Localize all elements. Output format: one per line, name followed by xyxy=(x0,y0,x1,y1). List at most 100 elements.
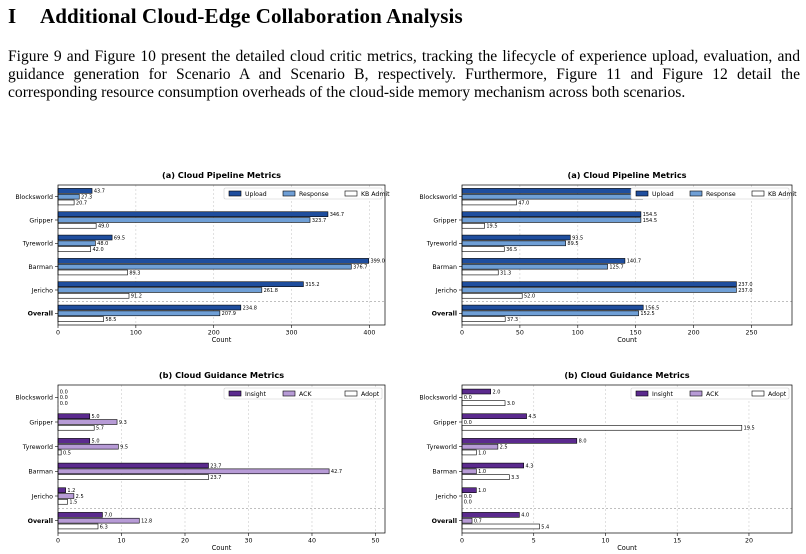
bar-adopt-blocksworld xyxy=(461,400,506,406)
data-label-adopt-blocksworld: 3.0 xyxy=(507,401,515,407)
plot-frame xyxy=(57,184,386,326)
data-label-insight-tyreworld: 5.0 xyxy=(92,439,100,445)
legend-label-response: Response xyxy=(299,191,329,198)
data-label-ack-barman: 1.0 xyxy=(478,469,486,475)
bar-ack-jericho xyxy=(57,493,75,499)
legend-swatch-insight xyxy=(228,390,242,397)
chart-pipeline-scenario-b: (a) Cloud Pipeline Metrics156.0156.047.0… xyxy=(419,170,797,344)
section-title: Additional Cloud-Edge Collaboration Anal… xyxy=(40,4,463,28)
legend: Upload Response KB Admit xyxy=(223,187,390,200)
data-label-upload-overall: 234.8 xyxy=(243,305,257,311)
chart-title: (b) Cloud Guidance Metrics xyxy=(564,370,689,380)
bar-upload-tyreworld xyxy=(461,234,571,241)
x-tick-label: 20 xyxy=(745,538,753,545)
plot-frame xyxy=(461,384,793,534)
bar-adopt-gripper xyxy=(461,425,743,431)
data-label-response-overall: 207.9 xyxy=(222,311,236,317)
legend-label-adopt: Adopt xyxy=(361,391,380,398)
legend-label-response: Response xyxy=(706,191,736,198)
data-label-insight-overall: 7.0 xyxy=(104,513,112,519)
data-label-response-overall: 152.5 xyxy=(640,311,654,317)
data-label-adopt-overall: 6.3 xyxy=(100,524,108,530)
legend-swatch-upload xyxy=(635,190,649,197)
data-label-adopt-tyreworld: 1.0 xyxy=(478,450,486,456)
x-tick-label: 30 xyxy=(244,538,252,545)
bar-insight-jericho xyxy=(57,487,66,493)
bar-ack-overall xyxy=(461,517,473,524)
bar-response-blocksworld xyxy=(57,193,80,200)
legend-box xyxy=(630,187,790,200)
data-label-insight-jericho: 1.0 xyxy=(478,488,486,494)
legend-swatch-upload xyxy=(228,190,242,197)
data-label-ack-blocksworld: 0.0 xyxy=(464,395,472,401)
data-label-kb-admit-tyreworld: 36.5 xyxy=(506,247,517,253)
legend-label-adopt: Adopt xyxy=(768,391,787,398)
data-label-kb-admit-overall: 37.3 xyxy=(507,317,518,323)
bar-kb-admit-jericho xyxy=(461,293,523,299)
chart-guidance-scenario-b: (b) Cloud Guidance Metrics 2.0 0.0 3.0 Block… xyxy=(419,370,793,552)
y-tick-label: Barman xyxy=(432,264,457,271)
x-tick-label: 0 xyxy=(56,330,60,337)
data-label-response-gripper: 323.7 xyxy=(312,218,326,224)
x-tick-label: 0 xyxy=(460,330,464,337)
y-tick-label: Blocksworld xyxy=(15,395,53,402)
data-label-response-jericho: 261.8 xyxy=(264,288,278,294)
y-tick-label: Blocksworld xyxy=(419,194,457,201)
x-tick-label: 10 xyxy=(601,538,609,545)
data-label-upload-barman: 140.7 xyxy=(627,259,641,265)
bar-upload-tyreworld xyxy=(57,234,113,241)
data-label-kb-admit-gripper: 19.5 xyxy=(486,224,497,230)
bar-response-tyreworld xyxy=(461,240,566,247)
data-label-insight-blocksworld: 2.0 xyxy=(492,389,500,395)
bar-adopt-gripper xyxy=(57,425,95,431)
bar-response-barman xyxy=(461,263,608,270)
bar-kb-admit-blocksworld xyxy=(57,199,75,206)
legend-swatch-adopt xyxy=(344,390,358,397)
x-tick-label: 40 xyxy=(308,538,316,545)
legend-label-insight: Insight xyxy=(245,391,267,398)
data-label-kb-admit-blocksworld: 20.7 xyxy=(76,200,87,206)
bar-response-gripper xyxy=(461,217,642,223)
bar-insight-gripper xyxy=(461,413,527,419)
bar-insight-tyreworld xyxy=(461,438,578,444)
data-label-insight-gripper: 4.5 xyxy=(528,414,536,420)
x-axis-label: Count xyxy=(212,336,232,344)
data-label-upload-overall: 156.5 xyxy=(645,305,659,311)
legend-label-insight: Insight xyxy=(652,391,674,398)
x-axis-label: Count xyxy=(212,544,232,552)
y-tick-label: Tyreworld xyxy=(426,444,457,451)
plot-frame xyxy=(57,384,386,534)
x-tick-label: 50 xyxy=(371,538,379,545)
bar-kb-admit-tyreworld xyxy=(57,246,92,252)
data-label-upload-jericho: 237.0 xyxy=(738,282,752,288)
data-label-kb-admit-barman: 31.3 xyxy=(500,270,511,276)
bar-ack-overall xyxy=(57,517,140,524)
bar-kb-admit-overall xyxy=(461,316,506,322)
bar-upload-jericho xyxy=(57,281,304,287)
data-label-adopt-tyreworld: 0.5 xyxy=(63,450,71,456)
legend-box xyxy=(630,387,790,400)
data-label-upload-barman: 399.0 xyxy=(370,259,384,265)
data-label-adopt-jericho: 1.5 xyxy=(69,500,77,506)
legend: Upload Response KB Admit xyxy=(630,187,797,200)
chart-title: (a) Cloud Pipeline Metrics xyxy=(567,170,686,180)
y-tick-label: Gripper xyxy=(433,217,457,224)
y-tick-label: Jericho xyxy=(435,493,458,500)
data-label-kb-admit-jericho: 91.2 xyxy=(131,294,142,300)
data-label-upload-jericho: 315.2 xyxy=(305,282,319,288)
data-label-kb-admit-barman: 89.3 xyxy=(129,270,140,276)
bar-upload-overall xyxy=(461,304,644,311)
legend: Insight ACK Adopt xyxy=(223,387,383,400)
data-label-ack-jericho: 2.5 xyxy=(76,494,84,500)
data-label-adopt-blocksworld: 0.0 xyxy=(60,401,68,407)
data-label-insight-jericho: 1.2 xyxy=(67,488,75,494)
x-tick-label: 0 xyxy=(56,538,60,545)
x-tick-label: 0 xyxy=(460,538,464,545)
legend-swatch-insight xyxy=(635,390,649,397)
data-label-ack-gripper: 0.0 xyxy=(464,420,472,426)
y-tick-label: Barman xyxy=(432,469,457,476)
data-label-ack-tyreworld: 2.5 xyxy=(500,445,508,451)
x-tick-label: 250 xyxy=(745,330,757,337)
bar-insight-overall xyxy=(461,512,520,518)
data-label-upload-gripper: 154.5 xyxy=(643,212,657,218)
